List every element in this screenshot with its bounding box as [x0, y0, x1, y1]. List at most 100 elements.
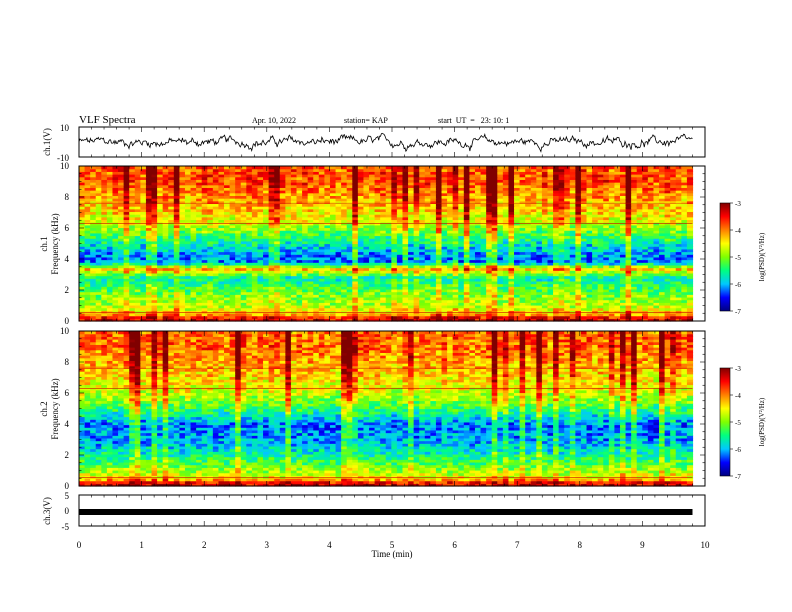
- spectrogram-cell: [224, 256, 231, 261]
- spectrogram-cell: [190, 224, 197, 229]
- spectrogram-cell: [625, 216, 632, 221]
- spectrogram-cell: [497, 315, 504, 319]
- spectrogram-cell: [625, 262, 632, 266]
- spectrogram-cell: [497, 235, 504, 239]
- spectrogram-cell: [536, 280, 543, 285]
- spectrogram-cell: [168, 280, 175, 285]
- spectrogram-cell: [597, 224, 604, 229]
- spectrogram-cell: [363, 264, 370, 269]
- spectrogram-cell: [318, 288, 325, 293]
- spectrogram-cell: [447, 219, 454, 223]
- spectrogram-cell: [686, 251, 694, 255]
- spectrogram-cell: [564, 312, 571, 317]
- spectrogram-cell: [329, 291, 337, 295]
- spectrogram-cell: [664, 251, 671, 255]
- spectrogram-cell: [134, 248, 141, 253]
- spectrogram-cell: [385, 278, 392, 282]
- spectrogram-cell: [335, 264, 342, 269]
- spectrogram-cell: [263, 243, 270, 247]
- spectrogram-cell: [329, 283, 337, 287]
- spectrogram-cell: [659, 267, 666, 271]
- spectrogram-cell: [307, 264, 314, 269]
- spectrogram-cell: [675, 216, 682, 221]
- spectrogram-cell: [519, 283, 526, 287]
- spectrogram-cell: [363, 288, 370, 293]
- spectrogram-cell: [369, 272, 376, 277]
- spectrogram-cell: [480, 246, 487, 250]
- spectrogram-cell: [179, 214, 186, 218]
- spectrogram-cell: [129, 304, 136, 309]
- spectrogram-cell: [246, 251, 253, 255]
- spectrogram-cell: [318, 240, 325, 245]
- spectrogram-cell: [619, 270, 627, 274]
- spectrogram-cell: [631, 283, 638, 287]
- spectrogram-cell: [162, 251, 169, 255]
- spectrogram-cell: [296, 216, 303, 221]
- spectrogram-cell: [263, 315, 270, 319]
- spectrogram-cell: [106, 219, 114, 223]
- spectrogram-cell: [514, 286, 521, 290]
- spectrogram-cell: [95, 232, 102, 237]
- spectrogram-cell: [631, 318, 638, 322]
- spectrogram-cell: [508, 256, 515, 261]
- spectrogram-cell: [502, 312, 510, 317]
- spectrogram-cell: [480, 299, 487, 303]
- spectrogram-cell: [541, 315, 549, 319]
- spectrogram-cell: [530, 246, 537, 250]
- spectrogram-cell: [419, 280, 426, 285]
- spectrogram-cell: [525, 214, 532, 218]
- spectrogram-cell: [402, 294, 409, 298]
- spectrogram-cell: [318, 235, 325, 239]
- spectrogram-cell: [106, 299, 114, 303]
- spectrogram-cell: [508, 286, 515, 290]
- spectrogram-cell: [106, 243, 114, 247]
- spectrogram-cell: [508, 232, 515, 237]
- spectrogram-cell: [675, 267, 682, 271]
- spectrogram-cell: [190, 299, 197, 303]
- spectrogram-cell: [95, 240, 102, 245]
- spectrogram-cell: [486, 248, 493, 253]
- spectrogram-cell: [659, 291, 666, 295]
- spectrogram-cell: [536, 262, 543, 266]
- spectrogram-cell: [196, 246, 203, 250]
- spectrogram-cell: [647, 246, 655, 250]
- spectrogram-cell: [430, 310, 437, 314]
- spectrogram-cell: [140, 222, 147, 226]
- spectrogram-cell: [463, 232, 470, 237]
- spectrogram-cell: [603, 219, 610, 223]
- spectrogram-cell: [229, 256, 236, 261]
- spectrogram-cell: [335, 224, 342, 229]
- spectrogram-cell: [151, 294, 158, 298]
- spectrogram-cell: [597, 307, 604, 311]
- spectrogram-cell: [536, 294, 543, 298]
- spectrogram-cell: [151, 315, 158, 319]
- spectrogram-cell: [580, 299, 588, 303]
- spectrogram-cell: [681, 259, 688, 263]
- spectrogram-cell: [441, 259, 448, 263]
- spectrogram-cell: [675, 238, 682, 242]
- spectrogram-cell: [586, 312, 593, 317]
- spectrogram-cell: [257, 310, 264, 314]
- spectrogram-cell: [497, 307, 504, 311]
- spectrogram-cell: [597, 302, 604, 306]
- spectrogram-cell: [564, 294, 571, 298]
- spectrogram-cell: [145, 312, 153, 317]
- spectrogram-cell: [151, 318, 158, 322]
- spectrogram-cell: [497, 214, 504, 218]
- spectrogram-cell: [614, 272, 621, 277]
- spectrogram-cell: [586, 232, 593, 237]
- spectrogram-cell: [608, 251, 615, 255]
- spectrogram-cell: [491, 243, 498, 247]
- spectrogram-cell: [357, 267, 365, 271]
- spectrogram-cell: [123, 235, 130, 239]
- spectrogram-cell: [435, 230, 443, 234]
- spectrogram-cell: [251, 232, 259, 237]
- spectrogram-cell: [335, 270, 342, 274]
- spectrogram-cell: [642, 224, 649, 229]
- spectrogram-cell: [201, 222, 208, 226]
- spectrogram-cell: [162, 248, 169, 253]
- spectrogram-cell: [151, 291, 158, 295]
- spectrogram-cell: [541, 246, 549, 250]
- spectrogram-cell: [318, 299, 325, 303]
- spectrogram-cell: [525, 291, 532, 295]
